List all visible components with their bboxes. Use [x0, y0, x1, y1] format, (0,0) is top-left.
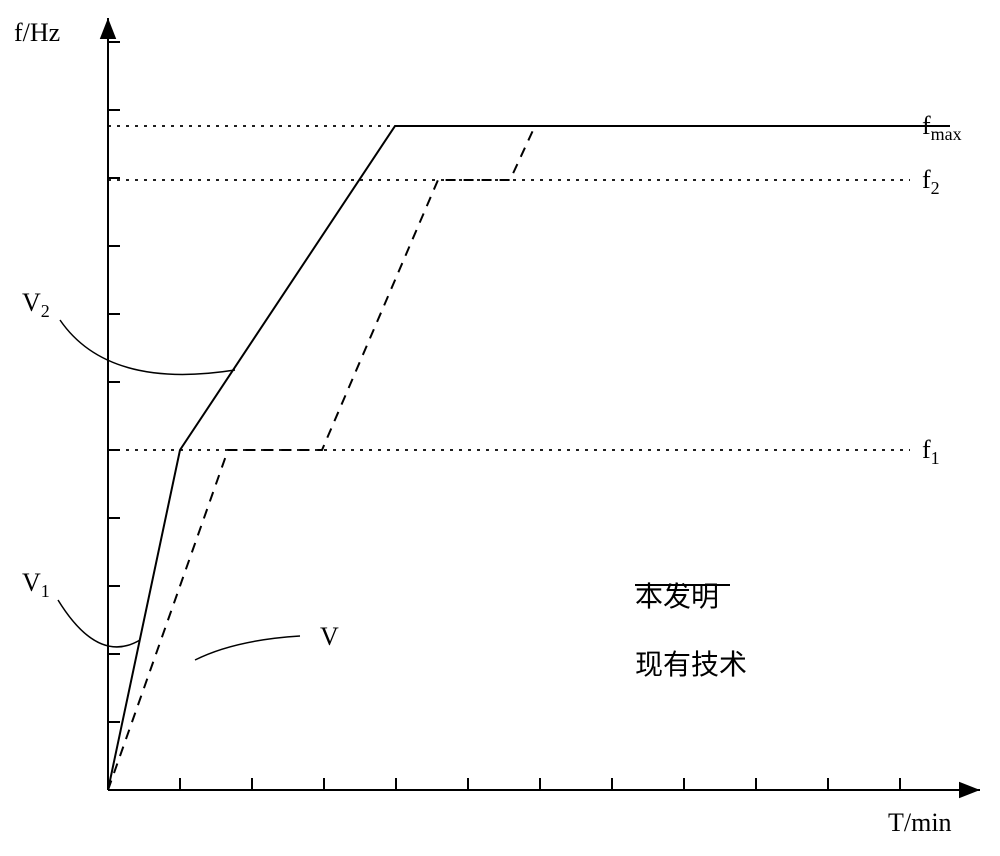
- chart-container: [0, 0, 1000, 856]
- legend-label: 现有技术: [635, 643, 747, 683]
- guide-label-f_max: fmax: [922, 111, 962, 145]
- x-axis-label: T/min: [888, 808, 952, 838]
- chart-svg: [0, 0, 1000, 856]
- legend-line-icon: [635, 575, 730, 595]
- legend-row: 现有技术: [635, 643, 747, 683]
- annotation-v2: V2: [22, 288, 50, 322]
- annotation-v1: V1: [22, 568, 50, 602]
- annotation-v: V: [320, 622, 339, 652]
- legend: 本发明现有技术: [635, 575, 747, 711]
- guide-label-f_2: f2: [922, 165, 940, 199]
- y-axis-label: f/Hz: [14, 18, 60, 48]
- guide-label-f_1: f1: [922, 435, 940, 469]
